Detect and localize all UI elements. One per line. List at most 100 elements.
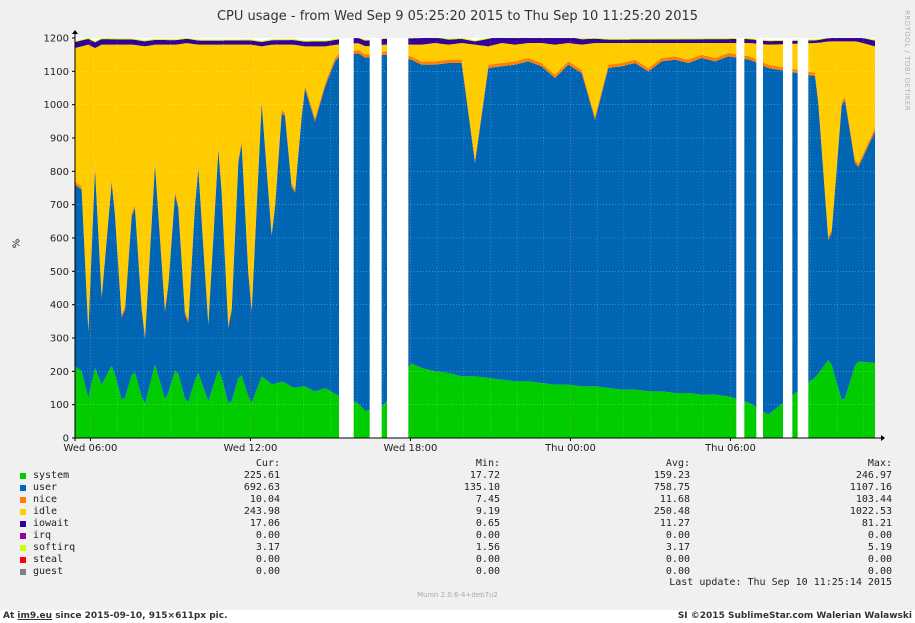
x-tick-label: Wed 12:00 <box>224 443 278 454</box>
legend-swatch <box>20 509 26 515</box>
footer-left: At im9.eu since 2015-09-10, 915×611px pi… <box>3 611 228 621</box>
area-iowait <box>75 38 875 48</box>
y-tick-label: 300 <box>50 334 69 345</box>
footer-prefix: At <box>3 611 18 621</box>
munin-version: Munin 2.0.6-4+deb7u2 <box>417 591 498 599</box>
footer-suffix: since 2015-09-10, 915×611px pic. <box>52 611 228 621</box>
y-tick-label: 0 <box>63 434 69 445</box>
legend-max: 0.00 <box>867 554 892 565</box>
legend-max: 5.19 <box>867 542 892 553</box>
legend-min: 9.19 <box>475 506 500 517</box>
legend-header: Cur: Min: Avg: Max: <box>20 458 900 470</box>
legend-min: 1.56 <box>475 542 500 553</box>
legend-row-nice: nice 10.04 7.45 11.68 103.44 <box>20 494 900 506</box>
legend-max: 1022.53 <box>849 506 892 517</box>
im9-link[interactable]: im9.eu <box>17 611 53 621</box>
y-tick-label: 100 <box>50 400 69 411</box>
area-system <box>75 359 875 438</box>
legend-row-idle: idle 243.98 9.19 250.48 1022.53 <box>20 506 900 518</box>
data-gap <box>783 38 793 438</box>
y-tick-label: 1000 <box>44 100 69 111</box>
legend-swatch <box>20 545 26 551</box>
cpu-usage-chart: 0 100 200 300 400 500 600 700 800 900 1000 1100 1200… <box>44 30 885 454</box>
area-idle <box>75 41 875 335</box>
y-tick-label: 600 <box>50 234 69 245</box>
legend-series-name: iowait <box>33 518 70 529</box>
legend-avg: 0.00 <box>665 530 690 541</box>
legend-cur: 17.06 <box>249 518 280 529</box>
legend-avg: 3.17 <box>665 542 690 553</box>
legend-row-softirq: softirq 3.17 1.56 3.17 5.19 <box>20 542 900 554</box>
legend-min: 0.00 <box>475 554 500 565</box>
legend-header-max: Max: <box>867 458 892 469</box>
footer-copyright: SI ©2015 SublimeStar.com Walerian Walaws… <box>677 611 912 621</box>
x-axis-arrow <box>881 435 885 441</box>
x-tick-label: Wed 06:00 <box>64 443 118 454</box>
legend-min: 0.00 <box>475 530 500 541</box>
legend-cur: 0.00 <box>255 530 280 541</box>
data-gaps <box>339 38 809 438</box>
last-update: Last update: Thu Sep 10 11:25:14 2015 <box>669 577 892 588</box>
legend-swatch <box>20 569 26 575</box>
legend-swatch <box>20 473 26 479</box>
footer-bar: At im9.eu since 2015-09-10, 915×611px pi… <box>0 610 915 623</box>
data-gap <box>339 38 354 438</box>
legend-max: 246.97 <box>855 470 892 481</box>
legend-cur: 692.63 <box>243 482 280 493</box>
legend-max: 81.21 <box>861 518 892 529</box>
legend-avg: 159.23 <box>653 470 690 481</box>
legend-cur: 0.00 <box>255 566 280 577</box>
chart-title: CPU usage - from Wed Sep 9 05:25:20 2015… <box>216 9 699 24</box>
legend-cur: 3.17 <box>255 542 280 553</box>
area-softirq <box>75 38 875 43</box>
y-tick-label: 800 <box>50 167 69 178</box>
legend-series-name: irq <box>33 530 52 541</box>
area-user <box>75 53 875 415</box>
data-gap <box>756 38 763 438</box>
legend-series-name: idle <box>33 506 58 517</box>
legend-cur: 225.61 <box>243 470 280 481</box>
legend-min: 135.10 <box>463 482 500 493</box>
legend-series-name: softirq <box>33 542 76 553</box>
data-gap <box>736 38 745 438</box>
legend-series-name: user <box>33 482 58 493</box>
area-series <box>75 38 875 438</box>
legend-cur: 243.98 <box>243 506 280 517</box>
legend-max: 1107.16 <box>849 482 892 493</box>
legend-max: 103.44 <box>855 494 892 505</box>
y-tick-label: 400 <box>50 300 69 311</box>
legend-avg: 0.00 <box>665 566 690 577</box>
legend-row-system: system 225.61 17.72 159.23 246.97 <box>20 470 900 482</box>
legend-row-iowait: iowait 17.06 0.65 11.27 81.21 <box>20 518 900 530</box>
y-tick-label: 1100 <box>44 67 69 78</box>
legend-series-name: nice <box>33 494 58 505</box>
x-tick-label: Wed 18:00 <box>384 443 438 454</box>
grid-overlay <box>75 37 875 439</box>
legend-table: Cur: Min: Avg: Max: system 225.61 17.72 159… <box>20 458 900 578</box>
legend-swatch <box>20 497 26 503</box>
legend-avg: 250.48 <box>653 506 690 517</box>
legend-rows: system 225.61 17.72 159.23 246.97 user 692.63 1… <box>20 470 900 578</box>
legend-min: 0.00 <box>475 566 500 577</box>
legend-min: 17.72 <box>469 470 500 481</box>
legend-series-name: steal <box>33 554 64 565</box>
axes: 0 100 200 300 400 500 600 700 800 900 1000 1100 1200… <box>44 30 885 454</box>
legend-header-avg: Avg: <box>665 458 690 469</box>
legend-row-user: user 692.63 135.10 758.75 1107.16 <box>20 482 900 494</box>
legend-swatch <box>20 485 26 491</box>
y-axis-arrow <box>72 30 78 34</box>
legend-avg: 11.27 <box>659 518 690 529</box>
legend-row-guest: guest 0.00 0.00 0.00 0.00 <box>20 566 900 578</box>
legend-min: 0.65 <box>475 518 500 529</box>
legend-avg: 0.00 <box>665 554 690 565</box>
legend-header-cur: Cur: <box>255 458 280 469</box>
x-tick-label: Thu 06:00 <box>704 443 756 454</box>
legend-series-name: guest <box>33 566 64 577</box>
legend-avg: 11.68 <box>659 494 690 505</box>
legend-cur: 0.00 <box>255 554 280 565</box>
x-tick-label: Thu 00:00 <box>544 443 596 454</box>
y-tick-label: 1200 <box>44 34 69 45</box>
legend-min: 7.45 <box>475 494 500 505</box>
legend-max: 0.00 <box>867 530 892 541</box>
legend-swatch <box>20 533 26 539</box>
